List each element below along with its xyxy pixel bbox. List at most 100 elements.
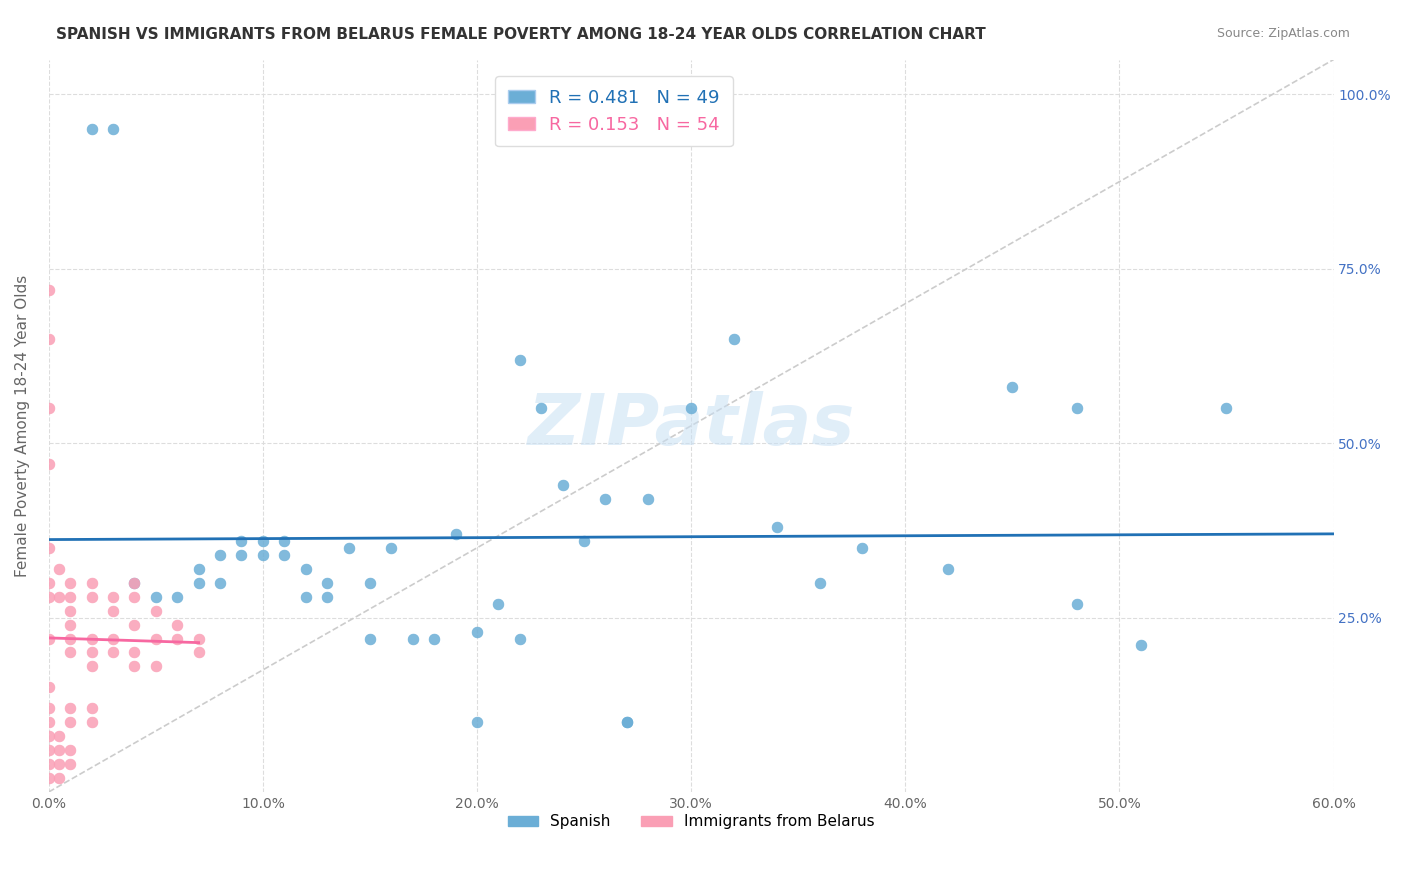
Point: [337, 541, 360, 555]
Point: [316, 590, 339, 604]
Point: [59, 645, 82, 659]
Point: [765, 520, 787, 534]
Point: [38, 681, 60, 695]
Point: [509, 632, 531, 646]
Point: [166, 632, 188, 646]
Point: [38, 771, 60, 785]
Point: [1215, 401, 1237, 416]
Point: [101, 122, 124, 136]
Point: [124, 590, 146, 604]
Point: [38, 332, 60, 346]
Point: [465, 624, 488, 639]
Point: [48, 771, 70, 785]
Text: Source: ZipAtlas.com: Source: ZipAtlas.com: [1216, 27, 1350, 40]
Point: [38, 457, 60, 471]
Point: [80, 715, 103, 730]
Point: [101, 604, 124, 618]
Point: [681, 401, 703, 416]
Point: [187, 562, 209, 576]
Point: [38, 401, 60, 416]
Point: [359, 632, 381, 646]
Point: [145, 604, 167, 618]
Point: [48, 590, 70, 604]
Point: [124, 575, 146, 590]
Point: [101, 645, 124, 659]
Point: [166, 590, 188, 604]
Point: [294, 590, 316, 604]
Point: [465, 715, 488, 730]
Point: [595, 491, 617, 506]
Point: [1001, 380, 1024, 394]
Point: [38, 743, 60, 757]
Point: [80, 632, 103, 646]
Point: [273, 533, 295, 548]
Point: [380, 541, 402, 555]
Point: [231, 548, 253, 562]
Point: [187, 632, 209, 646]
Point: [38, 701, 60, 715]
Point: [80, 645, 103, 659]
Point: [145, 632, 167, 646]
Legend: Spanish, Immigrants from Belarus: Spanish, Immigrants from Belarus: [502, 808, 880, 836]
Point: [851, 541, 873, 555]
Point: [80, 701, 103, 715]
Text: ZIPatlas: ZIPatlas: [527, 392, 855, 460]
Point: [59, 575, 82, 590]
Point: [252, 548, 274, 562]
Point: [530, 401, 553, 416]
Point: [38, 283, 60, 297]
Point: [59, 617, 82, 632]
Point: [124, 645, 146, 659]
Point: [209, 575, 232, 590]
Point: [187, 575, 209, 590]
Point: [48, 562, 70, 576]
Point: [101, 590, 124, 604]
Point: [59, 590, 82, 604]
Point: [124, 575, 146, 590]
Point: [80, 575, 103, 590]
Point: [486, 597, 509, 611]
Point: [273, 548, 295, 562]
Y-axis label: Female Poverty Among 18-24 Year Olds: Female Poverty Among 18-24 Year Olds: [15, 275, 30, 577]
Point: [509, 352, 531, 367]
Point: [616, 715, 638, 730]
Point: [808, 575, 831, 590]
Point: [294, 562, 316, 576]
Point: [38, 541, 60, 555]
Point: [1129, 639, 1152, 653]
Point: [59, 604, 82, 618]
Point: [572, 533, 595, 548]
Point: [936, 562, 959, 576]
Point: [101, 632, 124, 646]
Point: [124, 659, 146, 673]
Point: [444, 527, 467, 541]
Point: [80, 122, 103, 136]
Point: [59, 743, 82, 757]
Point: [124, 617, 146, 632]
Point: [59, 715, 82, 730]
Point: [48, 743, 70, 757]
Point: [38, 575, 60, 590]
Point: [145, 659, 167, 673]
Point: [423, 632, 446, 646]
Point: [316, 575, 339, 590]
Point: [551, 478, 574, 492]
Point: [38, 757, 60, 772]
Point: [145, 590, 167, 604]
Point: [359, 575, 381, 590]
Point: [48, 757, 70, 772]
Point: [231, 533, 253, 548]
Point: [48, 729, 70, 743]
Point: [1066, 401, 1088, 416]
Point: [166, 617, 188, 632]
Point: [80, 590, 103, 604]
Text: SPANISH VS IMMIGRANTS FROM BELARUS FEMALE POVERTY AMONG 18-24 YEAR OLDS CORRELAT: SPANISH VS IMMIGRANTS FROM BELARUS FEMAL…: [56, 27, 986, 42]
Point: [616, 715, 638, 730]
Point: [209, 548, 232, 562]
Point: [723, 332, 745, 346]
Point: [637, 491, 659, 506]
Point: [38, 729, 60, 743]
Point: [80, 659, 103, 673]
Point: [252, 533, 274, 548]
Point: [402, 632, 425, 646]
